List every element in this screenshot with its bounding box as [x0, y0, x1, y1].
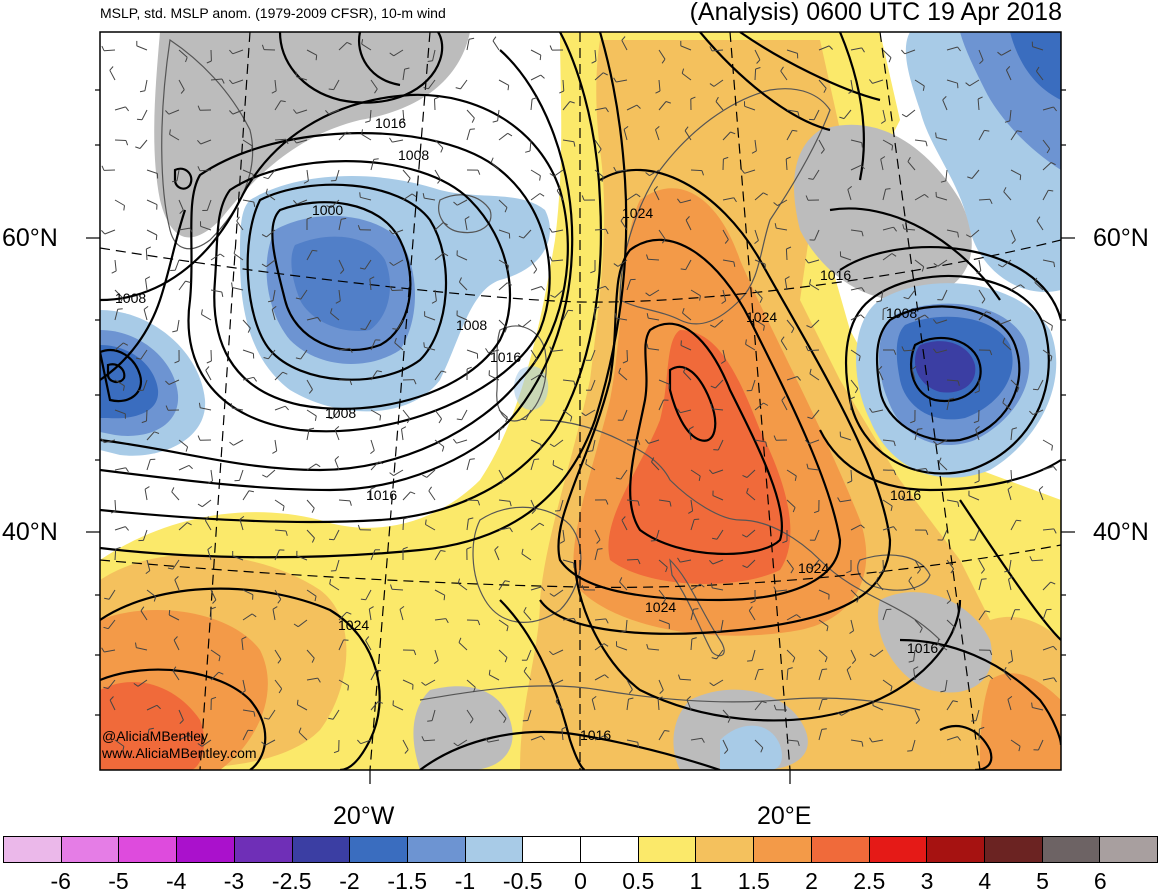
colorbar-swatch [466, 837, 524, 862]
colorbar-tick-labels: -6 -5 -4 -3 -2.5 -2 -1.5 -1 -0.5 0 0.5 1 1.5 2 2.5 3 4 5 6 [0, 868, 1160, 892]
colorbar-swatch [1043, 837, 1101, 862]
colorbar-tick-label: -6 [51, 868, 71, 895]
isobar-label: 1024 [746, 309, 777, 325]
isobar-label: 1024 [338, 617, 369, 633]
credit-handle: @AliciaMBentley [102, 728, 208, 744]
colorbar-swatch [985, 837, 1043, 862]
colorbar-tick-label: 0 [574, 868, 587, 895]
colorbar-tick-label: -1 [455, 868, 475, 895]
isobar-label: 1016 [580, 727, 611, 743]
isobar-label: 1016 [820, 267, 851, 283]
lat-label-60n-left: 60°N [2, 224, 58, 253]
isobar-label: 1008 [325, 405, 356, 421]
isobar-label: 1016 [490, 349, 521, 365]
colorbar-tick-label: 0.5 [622, 868, 654, 895]
colorbar-tick-label: 2.5 [853, 868, 885, 895]
colorbar-swatch [523, 837, 581, 862]
colorbar-tick-label: -2.5 [272, 868, 312, 895]
colorbar-swatch [177, 837, 235, 862]
colorbar-tick-label: 1.5 [738, 868, 770, 895]
isobar-label: 1016 [366, 487, 397, 503]
colorbar-swatch [408, 837, 466, 862]
colorbar-tick-label: -4 [166, 868, 186, 895]
colorbar-swatch [235, 837, 293, 862]
colorbar-tick-label: 3 [921, 868, 934, 895]
isobar-label: 1008 [398, 147, 429, 163]
colorbar-swatch [1100, 837, 1157, 862]
colorbar-swatch [4, 837, 62, 862]
colorbar-tick-label: 6 [1094, 868, 1107, 895]
colorbar-swatch [293, 837, 351, 862]
colorbar-swatch [870, 837, 928, 862]
lon-label-20e: 20°E [757, 802, 811, 831]
colorbar-tick-label: -0.5 [503, 868, 543, 895]
colorbar-swatch [754, 837, 812, 862]
colorbar-swatch [812, 837, 870, 862]
colorbar-tick-label: -5 [108, 868, 128, 895]
isobar-label: 1024 [798, 560, 829, 576]
colorbar-tick-label: -2 [339, 868, 359, 895]
isobar-label: 1016 [907, 640, 938, 656]
credit-website: www.AliciaMBentley.com [102, 745, 257, 761]
isobar-label: 1000 [312, 202, 343, 218]
colorbar-tick-label: 5 [1036, 868, 1049, 895]
lat-label-40n-left: 40°N [2, 518, 58, 547]
anomaly-colorbar [3, 836, 1158, 863]
colorbar-tick-label: -3 [224, 868, 244, 895]
lat-label-60n-right: 60°N [1093, 224, 1149, 253]
colorbar-swatch [350, 837, 408, 862]
colorbar-tick-label: 1 [690, 868, 703, 895]
colorbar-tick-label: 4 [978, 868, 991, 895]
isobar-label: 1008 [886, 305, 917, 321]
isobar-label: 1024 [645, 599, 676, 615]
isobar-label: 1008 [456, 317, 487, 333]
colorbar-tick-label: 2 [805, 868, 818, 895]
colorbar-swatch [639, 837, 697, 862]
isobar-label: 1016 [375, 115, 406, 131]
colorbar-swatch [581, 837, 639, 862]
colorbar-tick-label: -1.5 [387, 868, 427, 895]
colorbar-swatch [62, 837, 120, 862]
lon-label-20w: 20°W [333, 802, 394, 831]
colorbar-swatch [927, 837, 985, 862]
lat-label-40n-right: 40°N [1093, 518, 1149, 547]
mslp-anomaly-map: 1016 1008 1000 1008 1008 1016 1008 1016 … [0, 0, 1160, 800]
isobar-label: 1024 [622, 205, 653, 221]
colorbar-swatch [696, 837, 754, 862]
isobar-label: 1008 [115, 290, 146, 306]
isobar-label: 1016 [890, 487, 921, 503]
colorbar-swatch [119, 837, 177, 862]
